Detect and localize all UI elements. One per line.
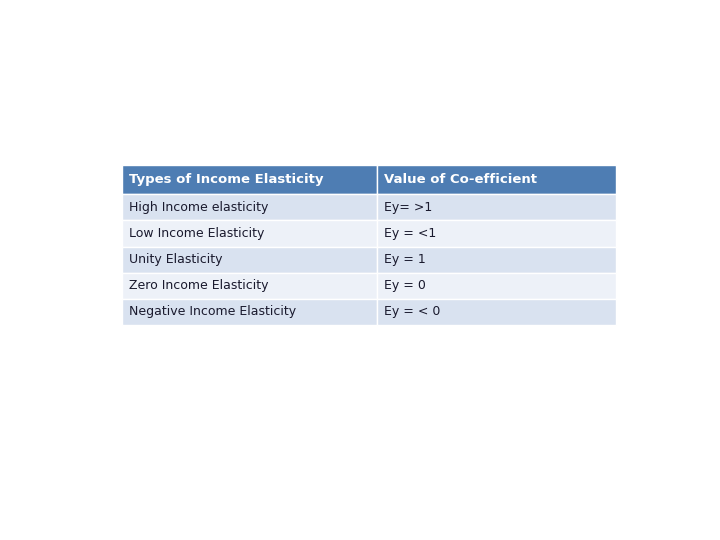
FancyBboxPatch shape: [122, 220, 377, 247]
FancyBboxPatch shape: [122, 247, 377, 273]
Text: Zero Income Elasticity: Zero Income Elasticity: [129, 279, 269, 292]
Text: Negative Income Elasticity: Negative Income Elasticity: [129, 306, 296, 319]
FancyBboxPatch shape: [122, 273, 377, 299]
FancyBboxPatch shape: [377, 247, 616, 273]
FancyBboxPatch shape: [122, 194, 377, 220]
Text: High Income elasticity: High Income elasticity: [129, 201, 269, 214]
Text: Value of Co-efficient: Value of Co-efficient: [384, 173, 537, 186]
FancyBboxPatch shape: [377, 194, 616, 220]
FancyBboxPatch shape: [377, 165, 616, 194]
Text: Ey = < 0: Ey = < 0: [384, 306, 441, 319]
FancyBboxPatch shape: [377, 273, 616, 299]
Text: Ey = <1: Ey = <1: [384, 227, 436, 240]
Text: Ey = 1: Ey = 1: [384, 253, 426, 266]
Text: Ey= >1: Ey= >1: [384, 201, 432, 214]
Text: Unity Elasticity: Unity Elasticity: [129, 253, 222, 266]
Text: Ey = 0: Ey = 0: [384, 279, 426, 292]
Text: Low Income Elasticity: Low Income Elasticity: [129, 227, 264, 240]
FancyBboxPatch shape: [122, 299, 377, 325]
FancyBboxPatch shape: [377, 299, 616, 325]
FancyBboxPatch shape: [377, 220, 616, 247]
FancyBboxPatch shape: [122, 165, 377, 194]
Text: Types of Income Elasticity: Types of Income Elasticity: [129, 173, 323, 186]
